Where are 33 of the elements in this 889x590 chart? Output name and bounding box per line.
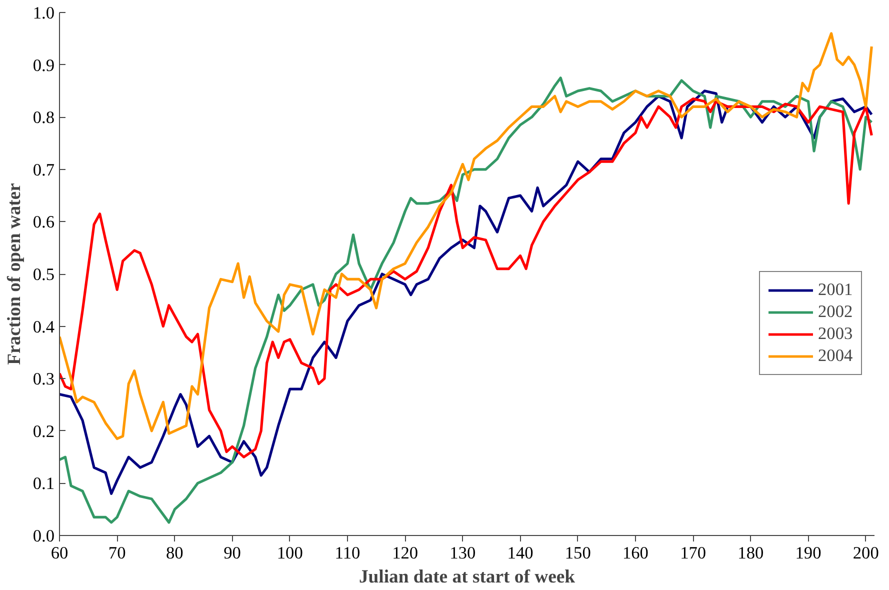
x-tick-label: 70 <box>108 544 126 562</box>
x-tick-label: 120 <box>392 544 418 562</box>
y-tick-label: 0.9 <box>32 56 55 75</box>
y-tick-label: 1.0 <box>32 4 55 22</box>
x-tick-label: 130 <box>450 544 476 562</box>
x-tick-label: 100 <box>276 544 303 562</box>
y-tick-label: 0.5 <box>32 265 55 284</box>
x-tick-label: 170 <box>680 544 706 562</box>
x-tick-label: 90 <box>224 544 241 562</box>
y-tick-label: 0.0 <box>32 526 55 546</box>
x-tick-label: 190 <box>795 544 822 562</box>
x-tick-label: 140 <box>507 544 534 562</box>
y-tick-label: 0.7 <box>32 160 55 180</box>
x-tick-label: 150 <box>564 544 591 562</box>
x-tick-label: 60 <box>50 544 68 562</box>
legend-label: 2002 <box>818 302 853 322</box>
y-tick-label: 0.8 <box>32 108 55 128</box>
x-tick-label: 200 <box>852 544 879 562</box>
x-tick-label: 110 <box>334 544 360 562</box>
x-tick-label: 180 <box>738 544 764 562</box>
y-tick-label: 0.4 <box>32 317 55 336</box>
legend-label: 2001 <box>818 280 853 300</box>
line-series <box>60 32 873 440</box>
y-tick-label: 0.6 <box>32 212 55 232</box>
x-axis-title: Julian date at start of week <box>358 566 576 588</box>
x-tick-label: 160 <box>622 544 648 562</box>
x-tick-label: 80 <box>166 544 184 562</box>
y-tick-label: 0.3 <box>32 370 55 389</box>
legend-label: 2003 <box>818 324 853 344</box>
y-axis-title: Fraction of open water <box>4 183 25 365</box>
y-tick-label: 0.2 <box>32 422 55 441</box>
legend-label: 2004 <box>818 346 853 366</box>
y-tick-label: 0.1 <box>32 474 55 494</box>
